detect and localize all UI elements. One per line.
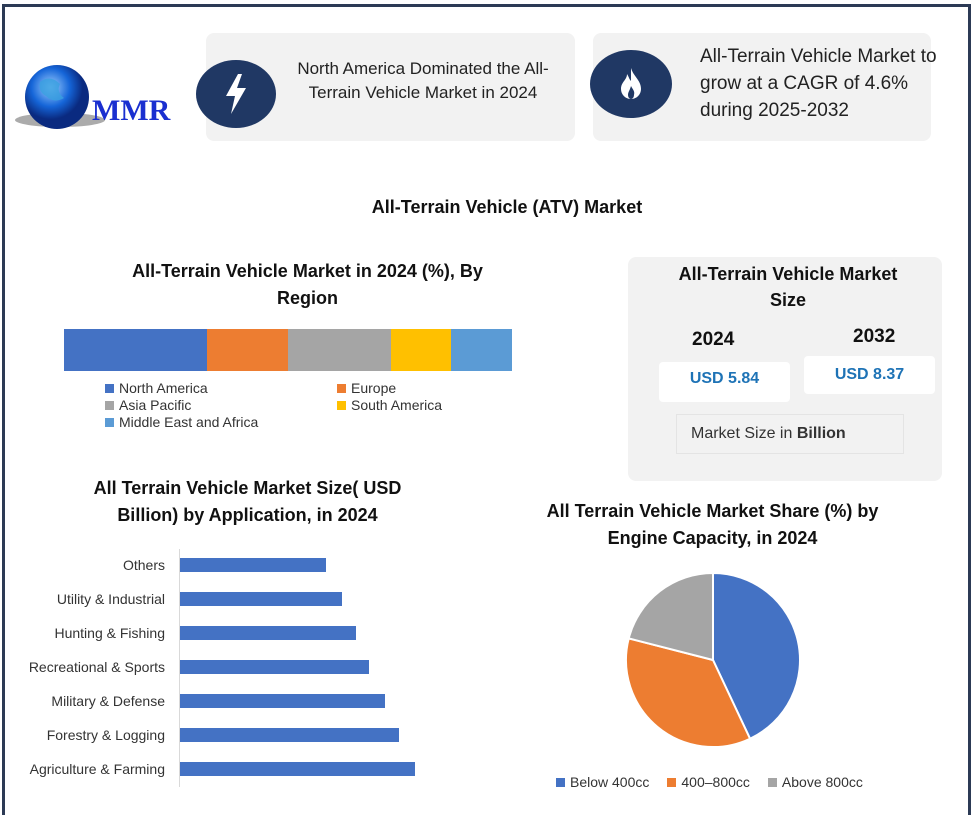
engine-chart-title: All Terrain Vehicle Market Share (%) by … [546, 501, 879, 548]
legend-item: South America [337, 397, 507, 413]
pie-slice [712, 571, 801, 741]
region-segment-south-america [391, 329, 452, 371]
note-prefix: Market Size in [691, 425, 797, 442]
application-chart-title: All Terrain Vehicle Market Size( USD Bil… [93, 478, 402, 525]
main-title: All-Terrain Vehicle (ATV) Market [371, 197, 643, 217]
bar [180, 694, 386, 708]
bar-label: Others [122, 557, 165, 573]
globe-icon [15, 65, 105, 129]
flame-icon [590, 50, 672, 118]
bar [180, 558, 327, 572]
year-2032: 2032 [853, 326, 896, 347]
legend-label: Asia Pacific [119, 397, 192, 413]
legend-swatch [667, 777, 677, 787]
bar-label: Utility & Industrial [56, 591, 165, 607]
region-segment-asia-pacific [287, 329, 392, 371]
page-frame [2, 4, 971, 815]
highlight-card-region: North America Dominated the All-Terrain … [196, 33, 575, 141]
legend-label: South America [351, 397, 443, 413]
legend-item: Below 400cc [556, 774, 649, 790]
legend-swatch [337, 383, 346, 393]
engine-pie-chart [625, 571, 801, 748]
legend-label: Above 800cc [781, 774, 863, 790]
highlight-text-cagr: All-Terrain Vehicle Market to grow at a … [700, 46, 937, 121]
bar-label: Agriculture & Farming [29, 761, 165, 777]
legend-swatch [337, 400, 346, 410]
legend-swatch [105, 400, 114, 410]
legend-item: Asia Pacific [105, 397, 337, 413]
market-size-note: Market Size in Billion [676, 414, 904, 454]
highlight-card-cagr: All-Terrain Vehicle Market to grow at a … [590, 33, 937, 141]
pie-slice [627, 571, 714, 662]
market-size-card: All-Terrain Vehicle Market Size 2024 203… [628, 257, 942, 481]
legend-label: 400–800cc [681, 774, 750, 790]
legend-item: Middle East and Africa [105, 414, 337, 430]
legend-item: 400–800cc [667, 774, 750, 790]
region-segment-middle-east-and-africa [451, 329, 512, 371]
note-unit: Billion [796, 425, 846, 442]
pie-slice [625, 637, 752, 748]
value-2024: USD 5.84 [659, 362, 790, 402]
region-legend: North America Europe Asia Pacific South Ame… [105, 380, 505, 430]
bar [180, 660, 370, 674]
region-segment-north-america [64, 329, 208, 371]
engine-legend: Below 400cc 400–800cc Above 800cc [556, 774, 863, 790]
legend-item: North America [105, 380, 337, 396]
bar-label: Recreational & Sports [28, 659, 165, 675]
legend-swatch [556, 777, 565, 787]
bar [180, 626, 356, 640]
legend-item: Above 800cc [767, 774, 863, 790]
bar-label: Military & Defense [51, 693, 165, 709]
mmr-logo: MMR [10, 62, 185, 137]
year-2024: 2024 [692, 329, 735, 350]
legend-swatch [767, 777, 777, 787]
legend-label: Below 400cc [570, 774, 650, 790]
legend-label: North America [119, 380, 208, 396]
legend-item: Europe [337, 380, 507, 396]
bar-label: Hunting & Fishing [54, 625, 165, 641]
bar [180, 728, 400, 742]
legend-swatch [105, 383, 114, 393]
bar [180, 762, 415, 776]
logo-text: MMR [92, 94, 171, 127]
legend-label: Middle East and Africa [119, 414, 259, 430]
legend-swatch [105, 417, 114, 427]
bar [180, 592, 342, 606]
region-chart-title: All-Terrain Vehicle Market in 2024 (%), … [132, 261, 483, 308]
highlight-text-region: North America Dominated the All-Terrain … [297, 59, 549, 102]
bar-label: Forestry & Logging [46, 727, 165, 743]
lightning-icon [196, 60, 276, 128]
value-2032: USD 8.37 [804, 356, 935, 394]
region-stacked-bar [64, 329, 512, 371]
application-axis-line [179, 549, 180, 787]
region-segment-europe [207, 329, 288, 371]
market-size-title: All-Terrain Vehicle Market Size [678, 264, 898, 310]
legend-label: Europe [351, 380, 397, 396]
